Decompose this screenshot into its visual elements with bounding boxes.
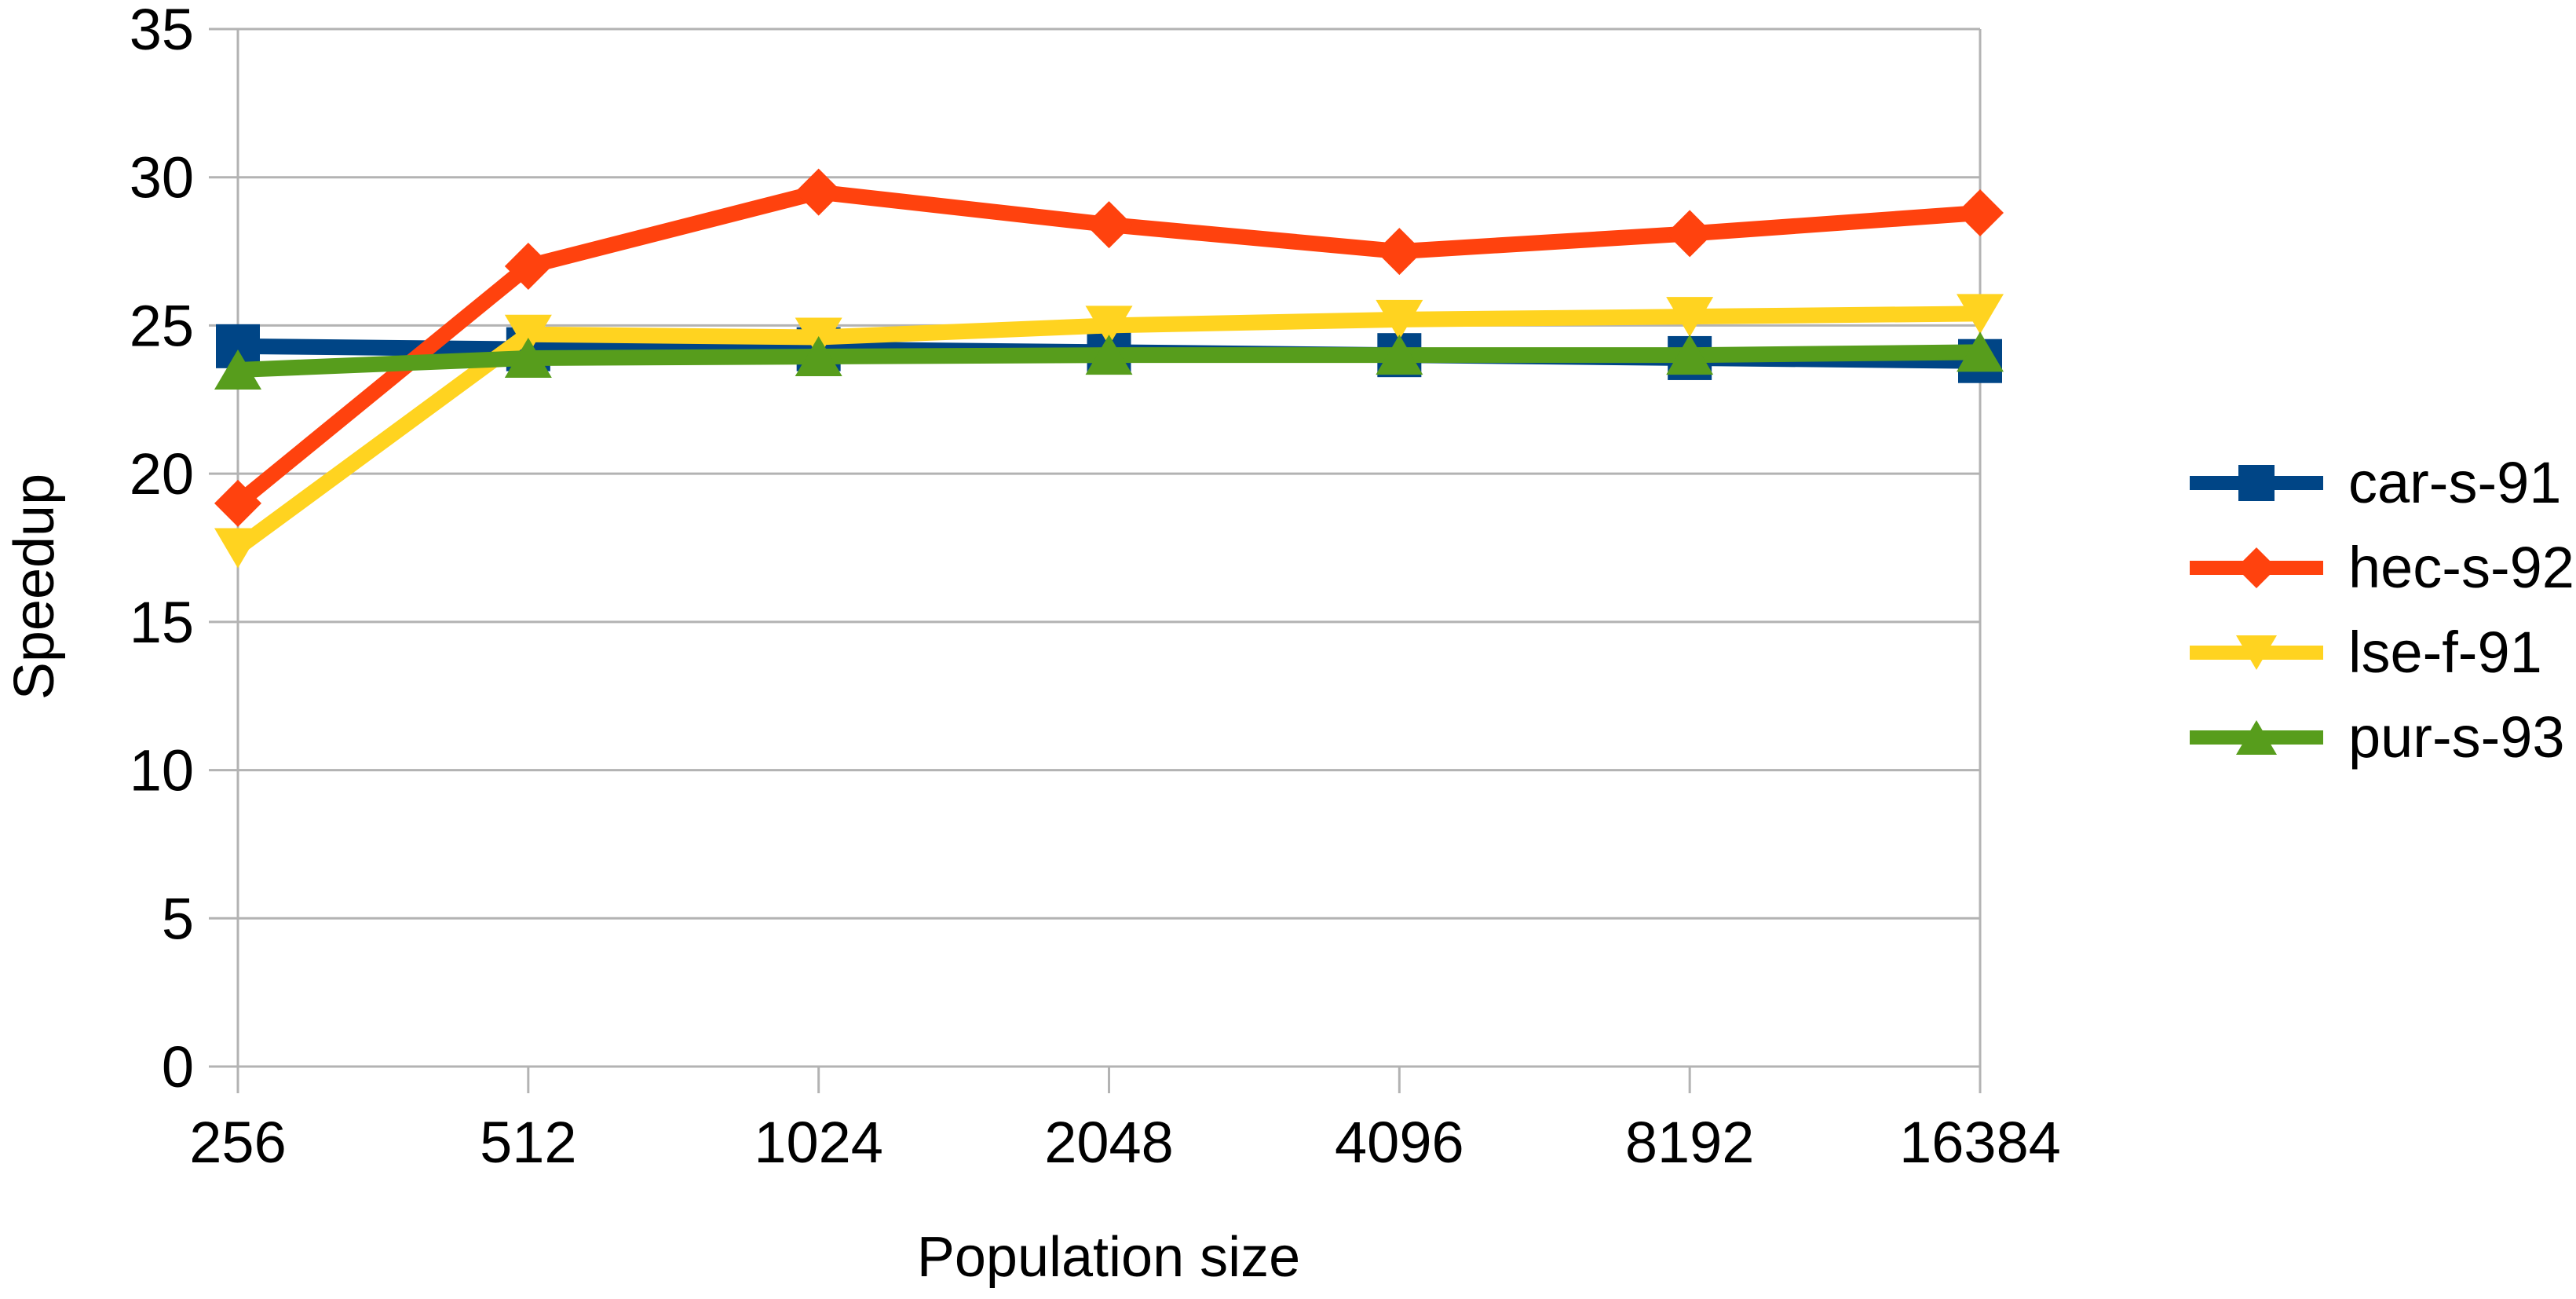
- legend-marker: [2238, 465, 2275, 501]
- x-tick-label-2048: 2048: [1044, 1110, 1174, 1175]
- x-tick-label-4096: 4096: [1335, 1110, 1464, 1175]
- marker-lse-f-91-16384: [1957, 294, 2004, 335]
- y-tick-label-0: 0: [162, 1034, 194, 1100]
- legend-label: car-s-91: [2348, 450, 2562, 515]
- marker-hec-s-92-16384: [1957, 189, 2004, 237]
- legend-label: lse-f-91: [2348, 620, 2542, 685]
- legend-item-2: hec-s-92: [2187, 525, 2574, 610]
- x-tick-label-1024: 1024: [754, 1110, 883, 1175]
- legend-item-4: pur-s-93: [2187, 695, 2574, 780]
- legend-label: hec-s-92: [2348, 535, 2574, 600]
- legend-marker: [2236, 720, 2277, 755]
- legend-item-3: lse-f-91: [2187, 610, 2574, 695]
- y-tick-label-25: 25: [130, 293, 194, 358]
- y-tick-label-15: 15: [130, 590, 194, 655]
- marker-lse-f-91-4096: [1376, 299, 1423, 340]
- marker-pur-s-93-16384: [1957, 331, 2004, 372]
- marker-hec-s-92-2048: [1085, 201, 1133, 249]
- legend-label: pur-s-93: [2348, 704, 2565, 770]
- legend-swatch-triangle-down-icon: [2190, 635, 2323, 670]
- y-tick-label-30: 30: [130, 145, 194, 210]
- marker-pur-s-93-2048: [1085, 335, 1133, 375]
- legend-swatch-square-icon: [2190, 465, 2323, 501]
- marker-lse-f-91-8192: [1666, 297, 1714, 338]
- marker-hec-s-92-256: [214, 479, 261, 527]
- x-tick-label-512: 512: [480, 1110, 576, 1175]
- marker-pur-s-93-256: [214, 349, 261, 390]
- legend-item-1: car-s-91: [2187, 441, 2574, 525]
- marker-hec-s-92-1024: [795, 168, 842, 216]
- marker-pur-s-93-8192: [1666, 335, 1714, 375]
- x-axis-title: Population size: [916, 1226, 1301, 1289]
- marker-pur-s-93-4096: [1376, 335, 1423, 375]
- legend-marker: [2236, 547, 2277, 588]
- legend-swatch-triangle-up-icon: [2190, 720, 2323, 755]
- x-tick-label-8192: 8192: [1625, 1110, 1755, 1175]
- y-tick-label-35: 35: [130, 0, 194, 62]
- marker-hec-s-92-4096: [1376, 228, 1423, 276]
- marker-lse-f-91-256: [214, 528, 261, 569]
- x-tick-label-256: 256: [189, 1110, 286, 1175]
- marker-pur-s-93-512: [504, 337, 552, 378]
- marker-pur-s-93-1024: [795, 336, 842, 377]
- y-tick-label-10: 10: [130, 738, 194, 803]
- y-tick-label-5: 5: [162, 886, 194, 951]
- y-axis-title: Speedup: [3, 473, 66, 701]
- marker-hec-s-92-8192: [1666, 210, 1714, 258]
- legend-marker: [2236, 635, 2277, 670]
- marker-lse-f-91-512: [504, 314, 552, 355]
- x-tick-label-16384: 16384: [1899, 1110, 2061, 1175]
- legend-swatch-diamond-icon: [2190, 547, 2323, 588]
- marker-hec-s-92-512: [504, 242, 552, 290]
- y-tick-label-20: 20: [130, 441, 194, 507]
- legend: car-s-91 hec-s-92 lse-f-91 pur-s-93: [2187, 441, 2574, 780]
- marker-lse-f-91-2048: [1085, 306, 1133, 346]
